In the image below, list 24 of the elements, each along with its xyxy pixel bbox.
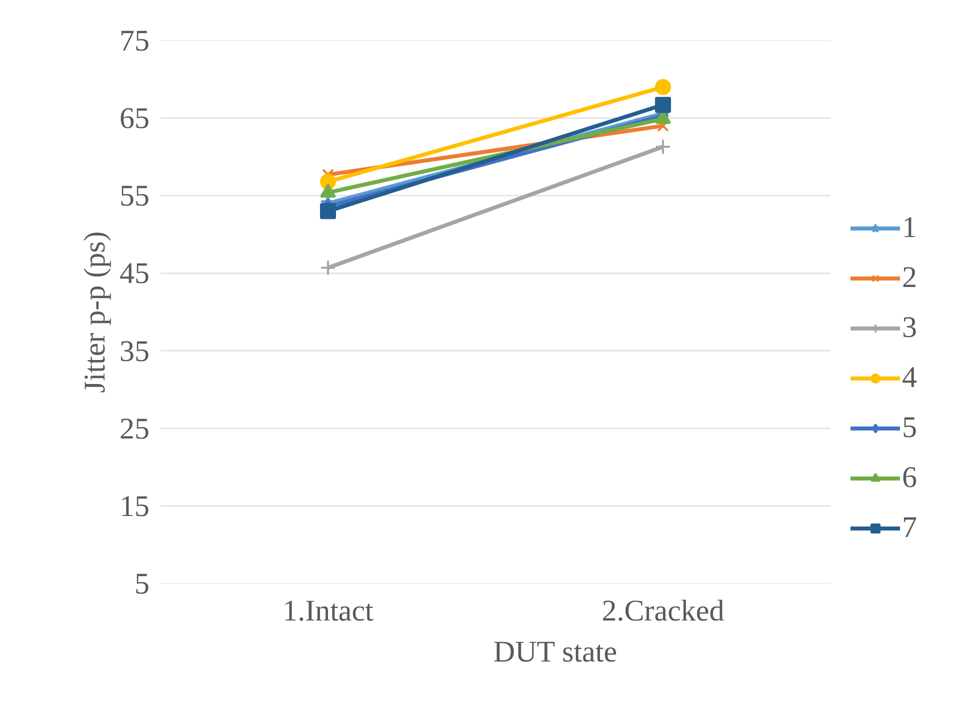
legend-label: 5 — [902, 411, 918, 445]
point — [320, 203, 336, 220]
y-tick-label: 75 — [120, 24, 150, 58]
x-tick-label: 1.Intact — [282, 594, 374, 628]
legend-label: 3 — [902, 311, 918, 345]
y-tick-label: 55 — [120, 180, 150, 213]
y-tick-label: 65 — [120, 102, 150, 136]
legend-label: 7 — [902, 511, 918, 545]
point — [320, 260, 336, 276]
legend-label: 6 — [902, 461, 918, 495]
point — [655, 138, 671, 155]
y-tick-label: 35 — [120, 334, 150, 368]
legend-label: 1 — [902, 211, 918, 245]
x-axis-title: DUT state — [493, 636, 618, 668]
legend-label: 4 — [902, 361, 918, 395]
point — [655, 96, 671, 113]
point — [655, 79, 671, 96]
legend-label: 2 — [902, 261, 918, 295]
y-tick-label: 25 — [120, 412, 150, 446]
y-tick-label: 15 — [120, 490, 150, 523]
y-tick-label: 5 — [134, 568, 150, 600]
y-axis-title: Jitter p-p (ps) — [78, 231, 112, 393]
y-tick-label: 45 — [120, 257, 150, 290]
x-tick-label: 2.Cracked — [602, 594, 724, 628]
